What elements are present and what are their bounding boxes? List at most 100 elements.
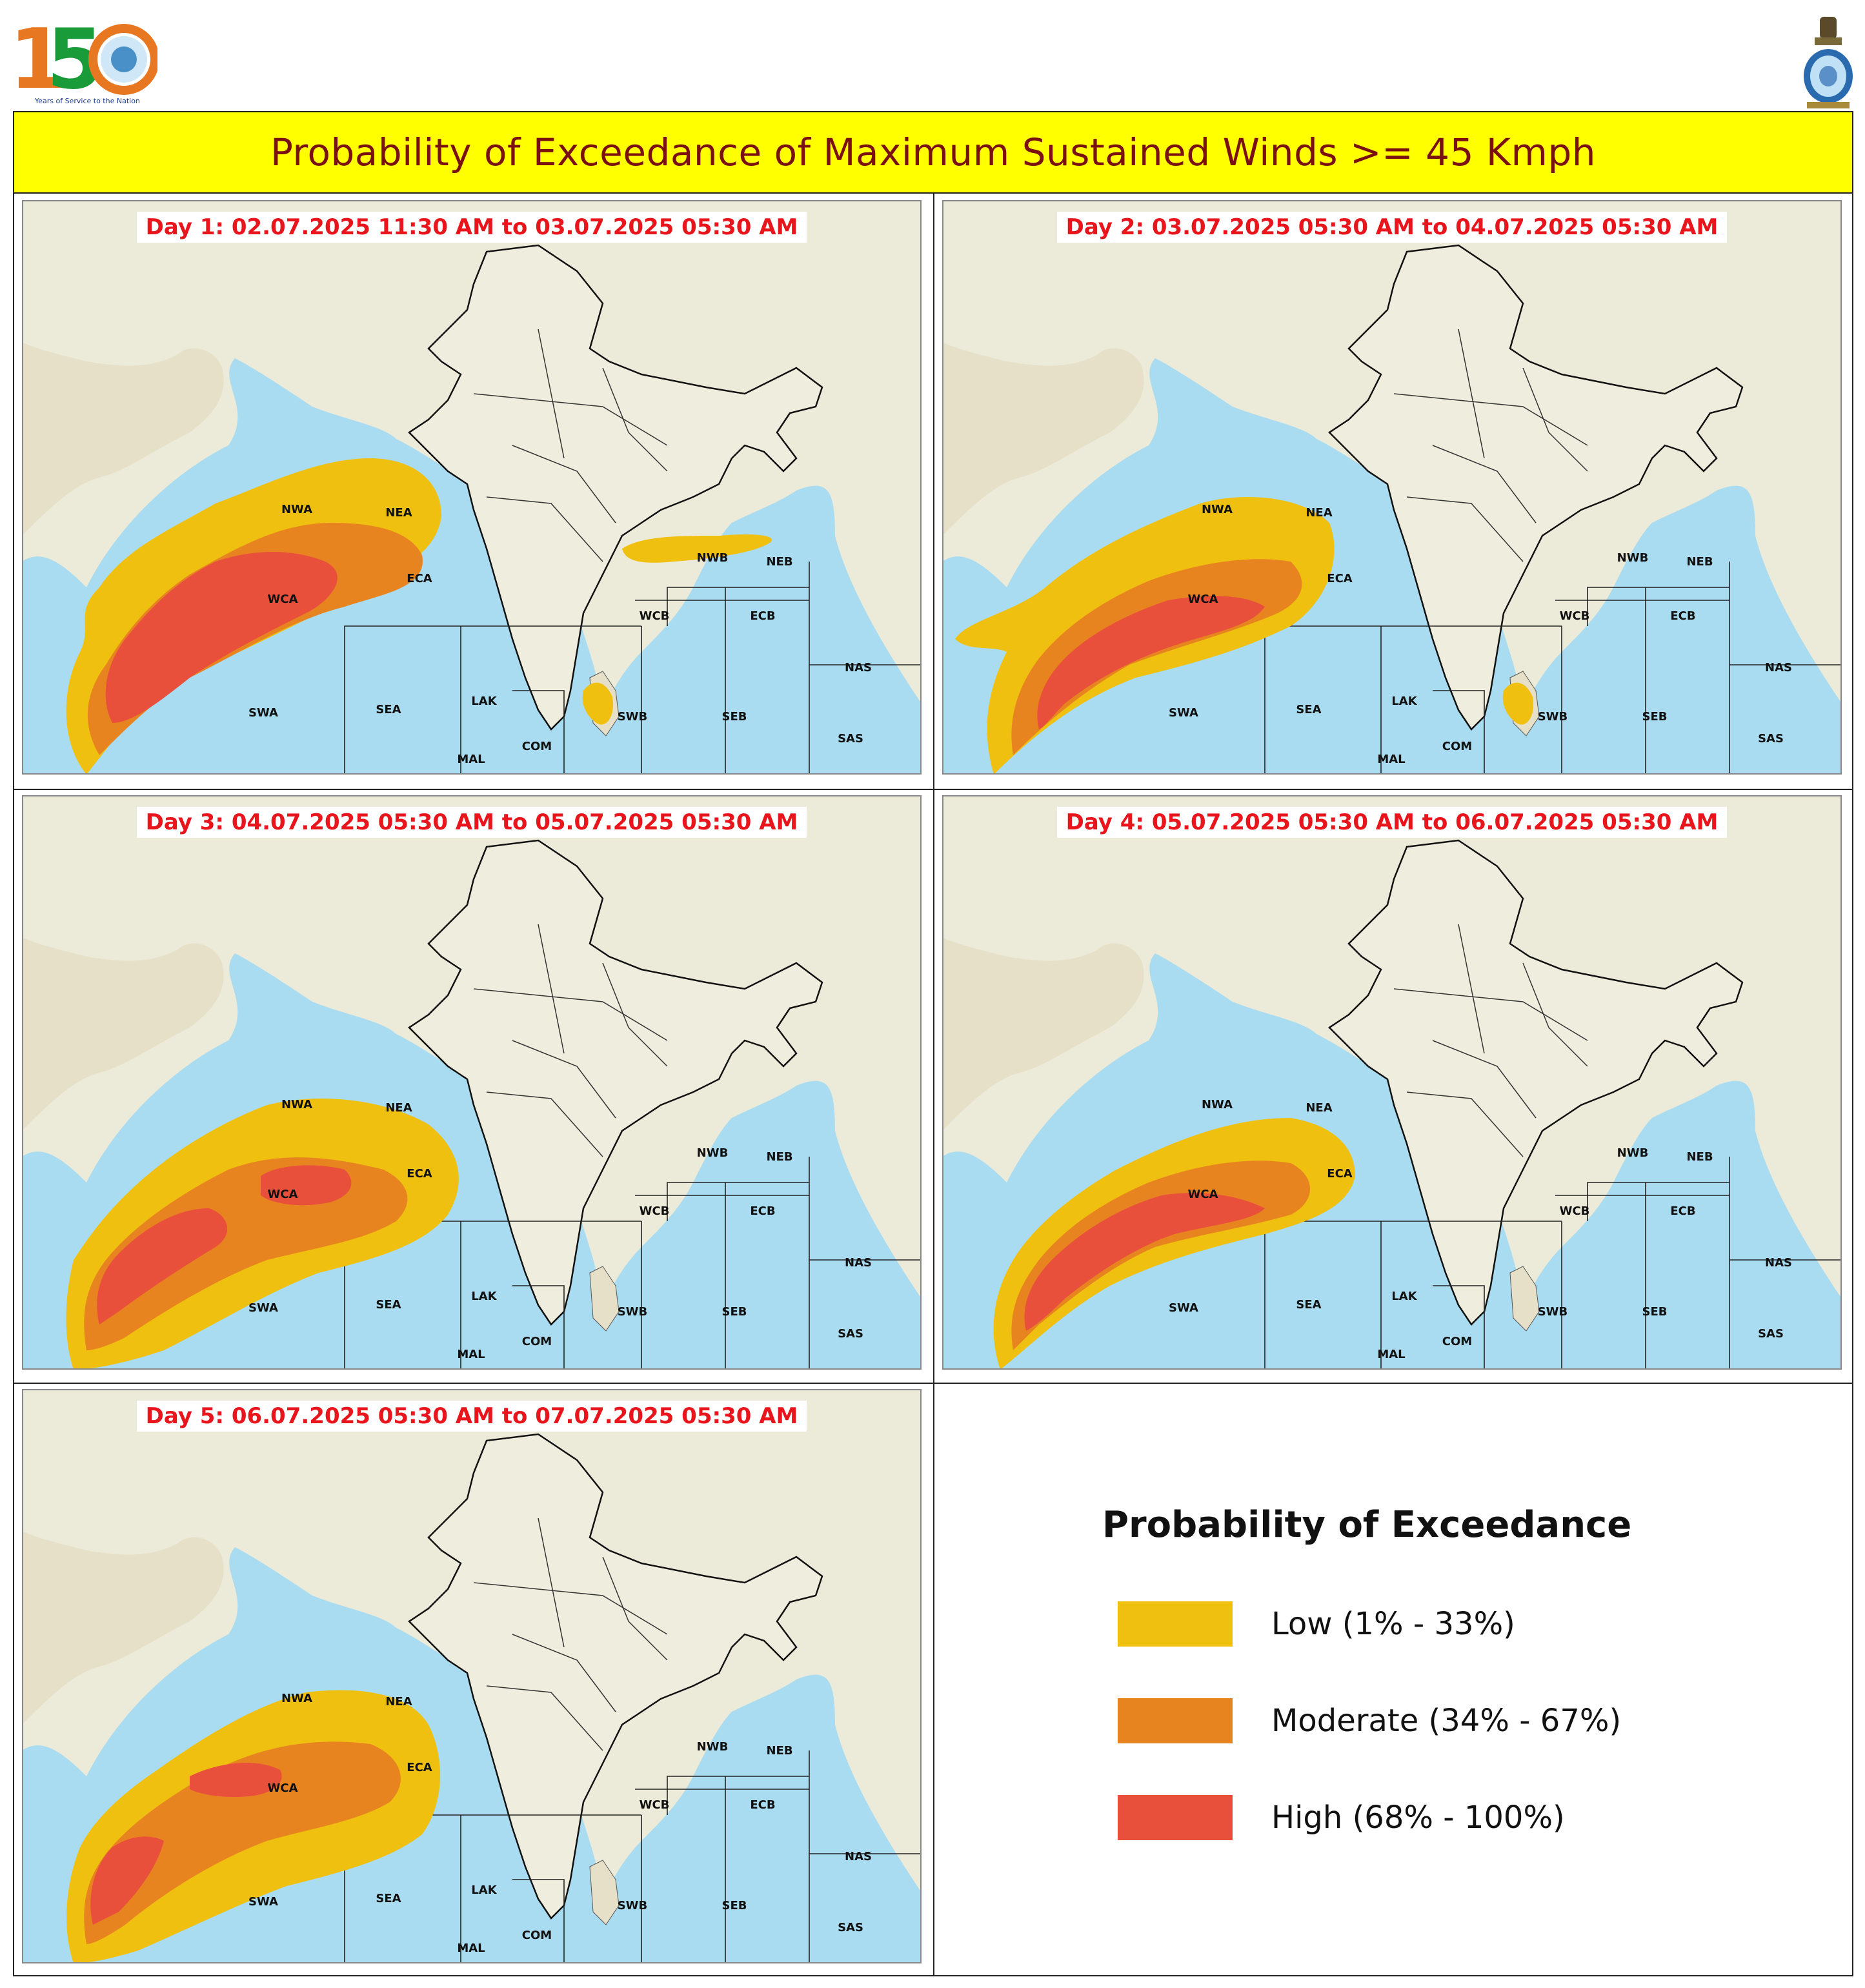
region-label-sea: SEA xyxy=(1296,1298,1321,1312)
region-label-sas: SAS xyxy=(838,732,863,746)
region-label-wcb: WCB xyxy=(640,609,670,623)
region-label-nwa: NWA xyxy=(281,1098,312,1111)
sea-region-boundary xyxy=(1587,587,1729,626)
india-outline xyxy=(408,244,823,731)
legend-label-low: Low (1% - 33%) xyxy=(1271,1606,1515,1642)
state-boundary xyxy=(486,1091,603,1157)
legend-swatch-high xyxy=(1118,1795,1233,1840)
sea-region-boundary xyxy=(667,1182,809,1221)
region-label-mal: MAL xyxy=(1377,753,1405,766)
region-label-com: COM xyxy=(1442,1335,1472,1348)
map-svg: NWA NEA ECA WCA SWA SEA LAK MAL COM SWB SEB WCB ECB N… xyxy=(942,200,1842,775)
region-label-nea: NEA xyxy=(385,1101,412,1115)
region-label-nwa: NWA xyxy=(1202,503,1233,516)
region-label-swa: SWA xyxy=(248,1301,278,1315)
region-label-nas: NAS xyxy=(1765,1256,1792,1270)
region-label-nas: NAS xyxy=(845,1256,872,1270)
panel-border xyxy=(22,1389,922,1963)
region-label-ecb: ECB xyxy=(1670,1204,1695,1218)
ocean xyxy=(942,358,1842,775)
region-label-sas: SAS xyxy=(1758,732,1784,746)
region-label-seb: SEB xyxy=(1642,710,1668,724)
probability-high-area xyxy=(97,1165,352,1324)
region-label-eca: ECA xyxy=(407,572,432,585)
state-boundary xyxy=(1458,924,1485,1054)
map-svg: NWA NEA ECA WCA SWA SEA LAK MAL COM SWB SEB WCB ECB N… xyxy=(942,795,1842,1370)
arabian-peninsula xyxy=(942,342,1144,536)
region-label-neb: NEB xyxy=(766,555,792,569)
region-label-lak: LAK xyxy=(1391,1290,1417,1303)
state-boundary xyxy=(1522,962,1588,1067)
legend: Probability of Exceedance Low (1% - 33%)… xyxy=(934,1383,1852,1975)
region-label-neb: NEB xyxy=(1686,1150,1713,1164)
legend-item-high: High (68% - 100%) xyxy=(1118,1794,1565,1841)
region-label-ecb: ECB xyxy=(750,1798,775,1812)
region-label-sea: SEA xyxy=(376,703,401,716)
state-boundary xyxy=(473,1582,668,1635)
region-label-lak: LAK xyxy=(471,1290,497,1303)
panel-border xyxy=(942,200,1842,775)
region-label-neb: NEB xyxy=(766,1744,792,1758)
sea-region-boundary xyxy=(667,587,809,626)
region-label-eca: ECA xyxy=(407,1761,432,1774)
region-label-swb: SWB xyxy=(618,1899,648,1912)
region-label-nea: NEA xyxy=(385,1695,412,1709)
imd-150-years-logo: 1 5 Years of Service to the Nation xyxy=(9,12,157,108)
state-boundary xyxy=(538,329,565,459)
india-outline xyxy=(1328,244,1744,731)
region-label-wca: WCA xyxy=(268,1781,298,1795)
page-title: Probability of Exceedance of Maximum Sus… xyxy=(270,130,1597,174)
sea-region-boundary xyxy=(512,690,565,775)
state-boundary xyxy=(538,924,565,1054)
map-svg: NWA NEA ECA WCA SWA SEA LAK MAL COM SWB SEB WCB ECB N… xyxy=(22,200,922,775)
title-bar: Probability of Exceedance of Maximum Sus… xyxy=(13,111,1853,194)
legend-item-low: Low (1% - 33%) xyxy=(1118,1601,1515,1647)
panel-border xyxy=(942,795,1842,1370)
ocean xyxy=(22,358,922,775)
panel-border xyxy=(22,200,922,775)
legend-swatch-low xyxy=(1118,1601,1233,1647)
region-label-com: COM xyxy=(522,1335,552,1348)
sea-region-boundary xyxy=(667,1776,809,1815)
panel-border xyxy=(22,795,922,1370)
region-label-sea: SEA xyxy=(376,1298,401,1312)
legend-title: Probability of Exceedance xyxy=(1102,1504,1632,1546)
map-panel-day-4: NWA NEA ECA WCA SWA SEA LAK MAL COM SWB SEB WCB ECB N… xyxy=(942,795,1842,1370)
map-svg: NWA NEA ECA WCA SWA SEA LAK MAL COM SWB SEB WCB ECB N… xyxy=(22,795,922,1370)
sea-region-boundary xyxy=(1587,1182,1729,1221)
region-label-lak: LAK xyxy=(471,695,497,708)
india-outline xyxy=(408,839,823,1326)
map-panel-day-3: NWA NEA ECA WCA SWA SEA LAK MAL COM SWB SEB WCB ECB N… xyxy=(22,795,922,1370)
region-label-ecb: ECB xyxy=(1670,609,1695,623)
sri-lanka xyxy=(589,1266,620,1332)
probability-low-area-bay xyxy=(622,534,772,563)
region-label-neb: NEB xyxy=(1686,555,1713,569)
map-panel-day-2: NWA NEA ECA WCA SWA SEA LAK MAL COM SWB SEB WCB ECB N… xyxy=(942,200,1842,775)
region-label-ecb: ECB xyxy=(750,609,775,623)
probability-moderate-area xyxy=(84,1157,408,1350)
region-label-nas: NAS xyxy=(1765,661,1792,674)
map-panel-day-5: NWA NEA ECA WCA SWA SEA LAK MAL COM SWB SEB WCB ECB N… xyxy=(22,1389,922,1963)
state-boundary xyxy=(473,393,668,446)
region-label-mal: MAL xyxy=(1377,1348,1405,1361)
india-outline xyxy=(1328,839,1744,1326)
state-boundary xyxy=(512,1040,616,1119)
region-label-seb: SEB xyxy=(722,1899,747,1912)
arabian-peninsula xyxy=(22,937,224,1131)
state-boundary xyxy=(1393,393,1588,446)
ocean xyxy=(942,953,1842,1370)
state-boundary xyxy=(1393,988,1588,1041)
region-label-swb: SWB xyxy=(1538,1305,1568,1319)
sea-region-boundary xyxy=(512,1285,565,1370)
state-boundary xyxy=(602,1556,668,1661)
region-label-mal: MAL xyxy=(457,1942,485,1955)
state-boundary xyxy=(512,445,616,523)
region-label-nwb: NWB xyxy=(1617,1146,1649,1160)
probability-low-area-srilanka xyxy=(1502,682,1533,725)
region-label-swa: SWA xyxy=(1169,706,1198,720)
region-label-lak: LAK xyxy=(1391,695,1417,708)
region-label-wca: WCA xyxy=(1188,593,1218,606)
state-boundary xyxy=(512,1634,616,1712)
probability-high-area xyxy=(105,552,338,723)
region-label-mal: MAL xyxy=(457,1348,485,1361)
